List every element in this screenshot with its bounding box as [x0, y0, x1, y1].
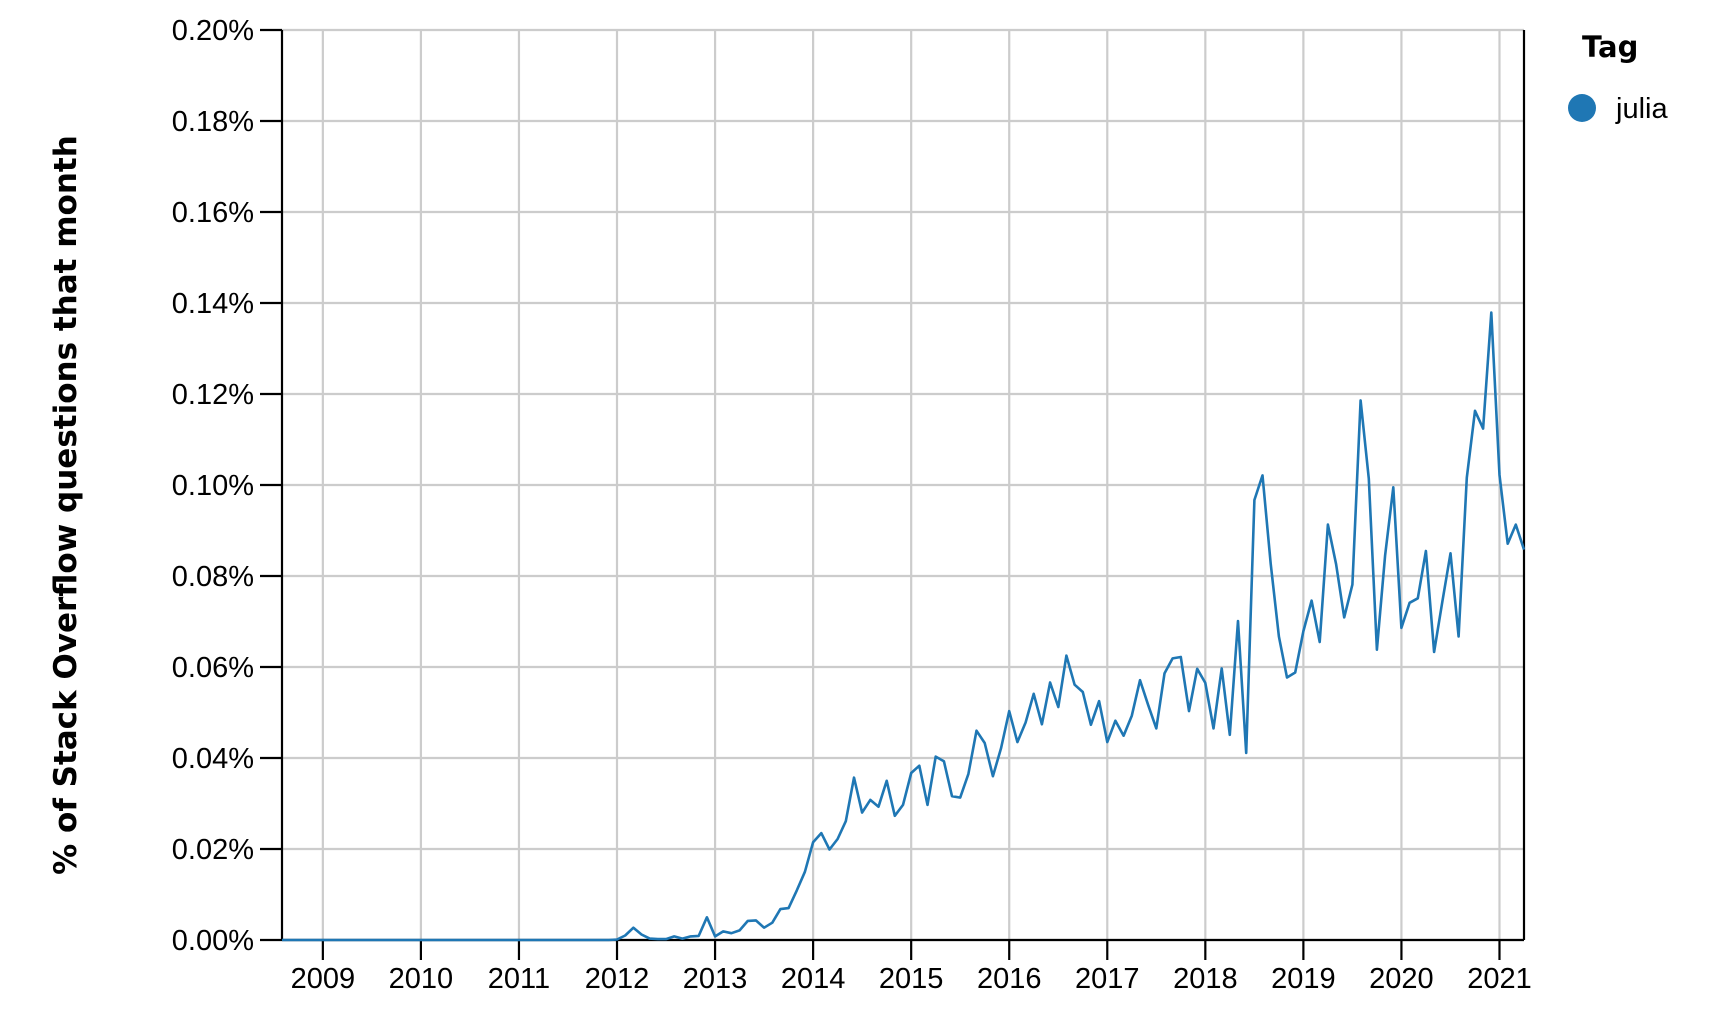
x-tick-label: 2015 [879, 963, 944, 995]
grid [282, 28, 1524, 942]
series-line-julia [282, 311, 1526, 942]
y-axis-title: % of Stack Overflow questions that month [48, 135, 84, 875]
legend-swatch [1568, 94, 1596, 122]
series [282, 311, 1526, 942]
x-tick-label: 2019 [1271, 963, 1336, 995]
x-tick-label: 2020 [1369, 963, 1434, 995]
x-tick-label: 2012 [585, 963, 650, 995]
y-tick-label: 0.00% [172, 925, 254, 957]
legend-title: Tag [1582, 30, 1638, 64]
x-tick-label: 2014 [781, 963, 846, 995]
y-tick-label: 0.18% [172, 106, 254, 138]
x-tick-label: 2021 [1467, 963, 1532, 995]
y-tick-label: 0.12% [172, 379, 254, 411]
legend-label: julia [1615, 93, 1668, 125]
ticks: 0.00% 0.02% 0.04% 0.06% 0.08% 0.10% 0.12% 0.14%… [172, 15, 1532, 995]
x-tick-label: 2009 [291, 963, 356, 995]
y-tick-label: 0.02% [172, 834, 254, 866]
x-tick-label: 2018 [1173, 963, 1238, 995]
y-tick-label: 0.08% [172, 561, 254, 593]
x-tick-label: 2016 [977, 963, 1042, 995]
y-tick-label: 0.14% [172, 288, 254, 320]
y-tick-label: 0.20% [172, 15, 254, 47]
y-tick-label: 0.16% [172, 197, 254, 229]
x-tick-label: 2011 [488, 963, 550, 995]
y-tick-label: 0.04% [172, 743, 254, 775]
y-tick-label: 0.10% [172, 470, 254, 502]
x-tick-label: 2017 [1075, 963, 1140, 995]
x-tick-label: 2010 [389, 963, 454, 995]
x-tick-label: 2013 [683, 963, 748, 995]
y-tick-label: 0.06% [172, 652, 254, 684]
legend: Tag julia [1568, 30, 1668, 125]
